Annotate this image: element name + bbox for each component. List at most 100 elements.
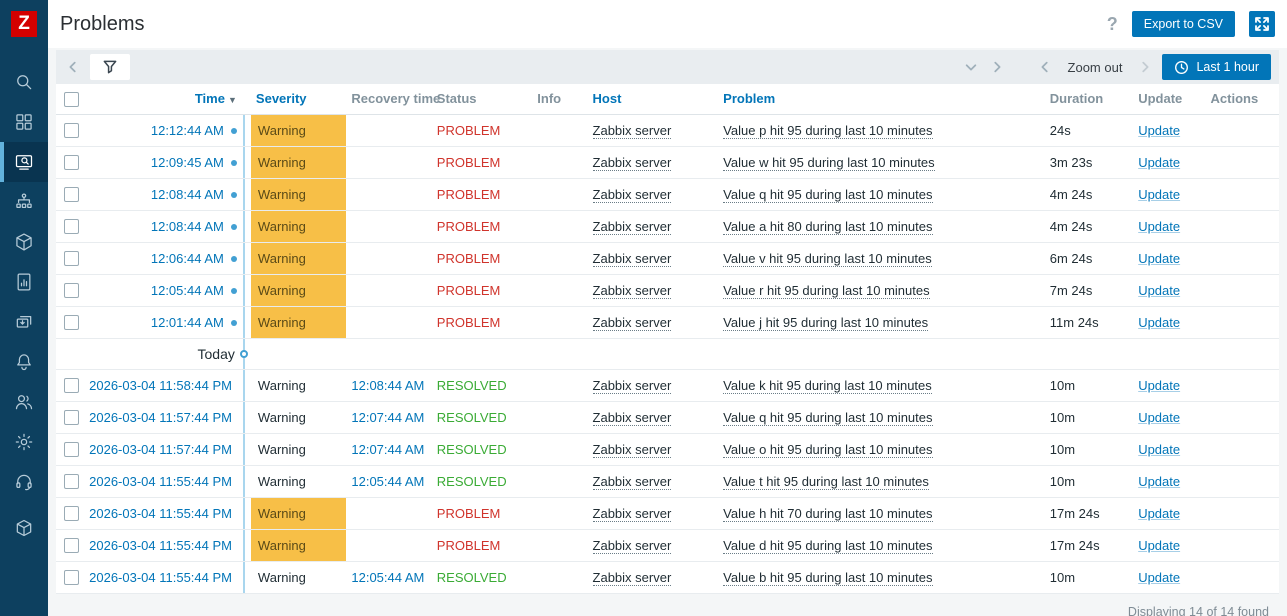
update-link[interactable]: Update [1138, 377, 1181, 393]
event-time-link[interactable]: 12:06:44 AM [150, 250, 224, 266]
time-forward-button[interactable] [988, 58, 1006, 76]
event-time-link[interactable]: 2026-03-04 11:57:44 PM [89, 409, 232, 425]
event-time-link[interactable]: 2026-03-04 11:55:44 PM [89, 569, 232, 585]
sidebar-item-dashboards[interactable] [0, 102, 48, 142]
column-header-time[interactable]: Time ▼ [84, 84, 237, 115]
time-back-button[interactable] [1036, 58, 1054, 76]
help-icon[interactable]: ? [1106, 13, 1118, 34]
problem-link[interactable]: Value p hit 95 during last 10 minutes [723, 122, 933, 139]
recovery-time-link[interactable]: 12:08:44 AM [351, 377, 425, 393]
host-link[interactable]: Zabbix server [592, 441, 672, 458]
update-link[interactable]: Update [1138, 218, 1181, 234]
host-link[interactable]: Zabbix server [592, 505, 672, 522]
problem-link[interactable]: Value h hit 70 during last 10 minutes [723, 505, 933, 522]
problem-link[interactable]: Value q hit 95 during last 10 minutes [723, 186, 933, 203]
host-link[interactable]: Zabbix server [592, 314, 672, 331]
recovery-time-link[interactable]: 12:05:44 AM [351, 569, 425, 585]
problem-link[interactable]: Value q hit 95 during last 10 minutes [723, 409, 933, 426]
sidebar-item-monitoring[interactable] [0, 142, 48, 182]
row-checkbox[interactable] [64, 506, 79, 522]
sidebar-item-search[interactable] [0, 62, 48, 102]
host-link[interactable]: Zabbix server [592, 569, 672, 586]
host-link[interactable]: Zabbix server [592, 186, 672, 203]
problem-link[interactable]: Value j hit 95 during last 10 minutes [723, 314, 929, 331]
problem-link[interactable]: Value b hit 95 during last 10 minutes [723, 569, 933, 586]
update-link[interactable]: Update [1138, 282, 1181, 298]
sidebar-item-inventory[interactable] [0, 222, 48, 262]
problem-link[interactable]: Value d hit 95 during last 10 minutes [723, 537, 933, 554]
sidebar-item-support[interactable] [0, 462, 48, 502]
event-time-link[interactable]: 2026-03-04 11:58:44 PM [89, 377, 232, 393]
time-next-button[interactable] [1136, 58, 1154, 76]
update-link[interactable]: Update [1138, 154, 1181, 170]
host-link[interactable]: Zabbix server [592, 122, 672, 139]
kiosk-mode-button[interactable] [1249, 11, 1275, 37]
host-link[interactable]: Zabbix server [592, 154, 672, 171]
update-link[interactable]: Update [1138, 186, 1181, 202]
problem-link[interactable]: Value k hit 95 during last 10 minutes [723, 377, 932, 394]
event-time-link[interactable]: 2026-03-04 11:55:44 PM [89, 473, 232, 489]
update-link[interactable]: Update [1138, 569, 1181, 585]
event-time-link[interactable]: 2026-03-04 11:57:44 PM [89, 441, 232, 457]
column-header-severity[interactable]: Severity [250, 84, 347, 115]
host-link[interactable]: Zabbix server [592, 473, 672, 490]
row-checkbox[interactable] [64, 410, 79, 426]
sidebar-item-administration[interactable] [0, 422, 48, 462]
update-link[interactable]: Update [1138, 505, 1181, 521]
zabbix-logo[interactable]: Z [0, 0, 48, 48]
problem-link[interactable]: Value a hit 80 during last 10 minutes [723, 218, 933, 235]
event-time-link[interactable]: 12:05:44 AM [150, 282, 224, 298]
row-checkbox[interactable] [64, 251, 79, 267]
column-header-host[interactable]: Host [587, 84, 719, 115]
host-link[interactable]: Zabbix server [592, 282, 672, 299]
export-to-csv-button[interactable]: Export to CSV [1131, 11, 1235, 37]
row-checkbox[interactable] [64, 570, 79, 586]
host-link[interactable]: Zabbix server [592, 537, 672, 554]
host-link[interactable]: Zabbix server [592, 377, 672, 394]
problem-link[interactable]: Value r hit 95 during last 10 minutes [723, 282, 930, 299]
sidebar-item-data-collection[interactable] [0, 302, 48, 342]
sidebar-item-integrations[interactable] [0, 508, 48, 548]
update-link[interactable]: Update [1138, 537, 1181, 553]
row-checkbox[interactable] [64, 315, 79, 331]
time-range-button[interactable]: Last 1 hour [1162, 54, 1271, 80]
problem-link[interactable]: Value t hit 95 during last 10 minutes [723, 473, 929, 490]
select-all-checkbox[interactable] [64, 91, 79, 107]
column-header-problem[interactable]: Problem [718, 84, 1045, 115]
row-checkbox[interactable] [64, 378, 79, 394]
event-time-link[interactable]: 12:08:44 AM [150, 186, 224, 202]
zoom-out-button[interactable]: Zoom out [1067, 59, 1123, 75]
event-time-link[interactable]: 12:08:44 AM [150, 218, 224, 234]
sidebar-item-alerts[interactable] [0, 342, 48, 382]
filter-collapse-button[interactable] [64, 58, 82, 76]
row-checkbox[interactable] [64, 283, 79, 299]
event-time-link[interactable]: 12:12:44 AM [150, 122, 224, 138]
update-link[interactable]: Update [1138, 250, 1181, 266]
time-presets-dropdown-button[interactable] [962, 58, 980, 76]
update-link[interactable]: Update [1138, 441, 1181, 457]
event-time-link[interactable]: 2026-03-04 11:55:44 PM [89, 505, 232, 521]
recovery-time-link[interactable]: 12:07:44 AM [351, 441, 425, 457]
row-checkbox[interactable] [64, 123, 79, 139]
event-time-link[interactable]: 12:01:44 AM [150, 314, 224, 330]
recovery-time-link[interactable]: 12:07:44 AM [351, 409, 425, 425]
row-checkbox[interactable] [64, 187, 79, 203]
host-link[interactable]: Zabbix server [592, 250, 672, 267]
host-link[interactable]: Zabbix server [592, 218, 672, 235]
sidebar-item-reports[interactable] [0, 262, 48, 302]
sidebar-item-users[interactable] [0, 382, 48, 422]
problem-link[interactable]: Value w hit 95 during last 10 minutes [723, 154, 935, 171]
recovery-time-link[interactable]: 12:05:44 AM [351, 473, 425, 489]
update-link[interactable]: Update [1138, 314, 1181, 330]
sidebar-item-services[interactable] [0, 182, 48, 222]
update-link[interactable]: Update [1138, 409, 1181, 425]
update-link[interactable]: Update [1138, 473, 1181, 489]
row-checkbox[interactable] [64, 155, 79, 171]
row-checkbox[interactable] [64, 442, 79, 458]
problem-link[interactable]: Value v hit 95 during last 10 minutes [723, 250, 932, 267]
host-link[interactable]: Zabbix server [592, 409, 672, 426]
problem-link[interactable]: Value o hit 95 during last 10 minutes [723, 441, 933, 458]
row-checkbox[interactable] [64, 474, 79, 490]
row-checkbox[interactable] [64, 538, 79, 554]
row-checkbox[interactable] [64, 219, 79, 235]
